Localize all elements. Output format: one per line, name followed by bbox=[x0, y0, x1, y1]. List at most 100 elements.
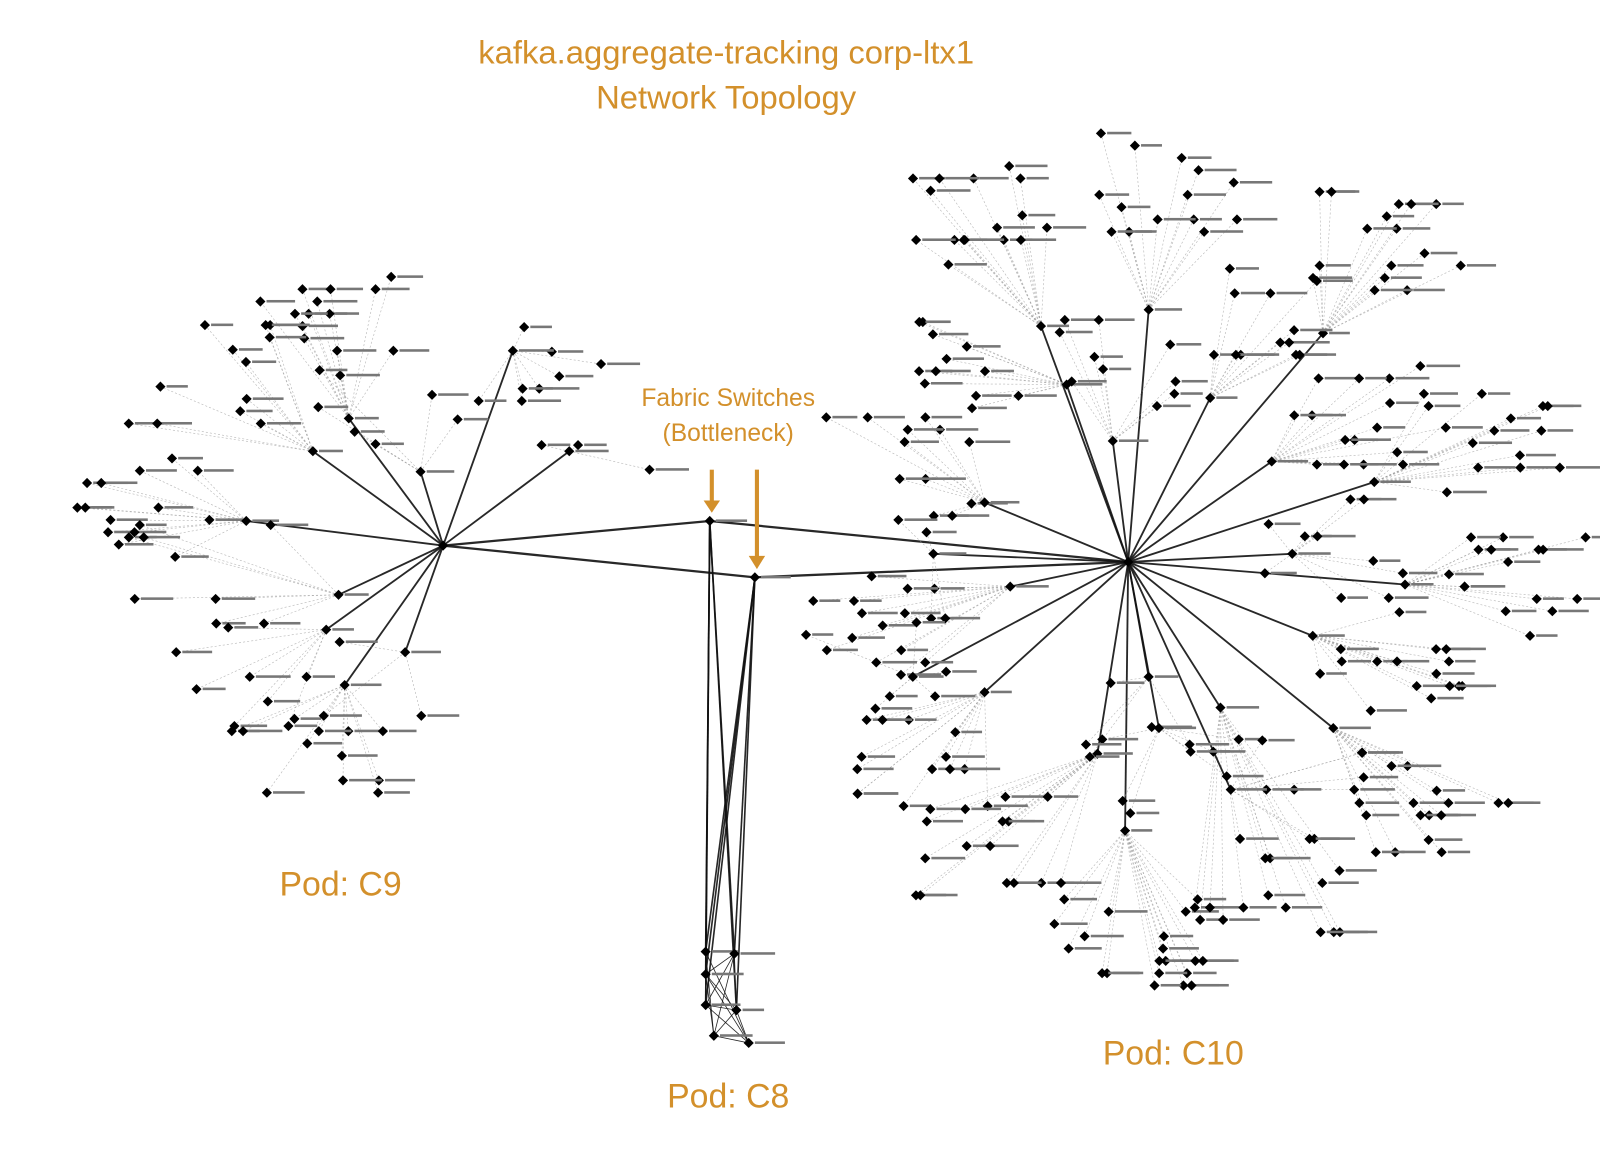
switch-node bbox=[199, 320, 211, 331]
node-label-placeholder bbox=[961, 730, 983, 734]
leaf-link bbox=[1322, 265, 1392, 334]
leaf-link bbox=[1005, 753, 1098, 798]
leaf-link bbox=[1230, 789, 1241, 839]
node-label-placeholder bbox=[1163, 404, 1191, 408]
leaf-link bbox=[945, 692, 985, 757]
switch-node bbox=[1326, 186, 1337, 197]
leaf-link bbox=[925, 586, 1011, 663]
switch-node bbox=[1299, 531, 1310, 542]
node-label-placeholder bbox=[1196, 750, 1231, 753]
switch-node bbox=[349, 426, 360, 437]
leaf-link bbox=[1404, 561, 1509, 585]
switch-node bbox=[1426, 693, 1437, 704]
node-label-placeholder bbox=[904, 518, 938, 521]
leaf-link bbox=[375, 443, 421, 472]
switch-node bbox=[1313, 373, 1324, 384]
leaf-link bbox=[541, 444, 570, 452]
node-label-placeholder bbox=[323, 299, 358, 303]
link bbox=[1127, 397, 1212, 563]
node-label-placeholder bbox=[1351, 438, 1378, 441]
switch-node bbox=[1015, 234, 1026, 246]
leaf-link bbox=[128, 537, 339, 596]
link bbox=[419, 471, 445, 546]
link bbox=[708, 520, 738, 1011]
node-label-placeholder bbox=[1291, 906, 1323, 909]
node-label-placeholder bbox=[1197, 983, 1229, 987]
switch-node bbox=[1231, 214, 1243, 225]
node-label-placeholder bbox=[1229, 918, 1260, 921]
switch-node bbox=[210, 593, 221, 604]
node-label-placeholder bbox=[863, 767, 894, 771]
switch-node bbox=[944, 764, 956, 775]
node-label-placeholder bbox=[1455, 684, 1488, 688]
node-label-placeholder bbox=[345, 640, 378, 643]
switch-node bbox=[113, 539, 124, 550]
switch-node bbox=[301, 671, 312, 682]
node-label-placeholder bbox=[1180, 392, 1203, 395]
leaf-link bbox=[861, 586, 1011, 614]
leaf-link bbox=[1322, 289, 1375, 334]
leaf-link bbox=[266, 684, 345, 793]
leaf-link bbox=[512, 350, 540, 389]
node-label-placeholder bbox=[310, 336, 345, 340]
node-label-placeholder bbox=[951, 616, 981, 620]
leaf-link bbox=[329, 313, 350, 419]
switch-node bbox=[1125, 808, 1136, 819]
node-label-placeholder bbox=[936, 807, 961, 811]
switch-node bbox=[1233, 734, 1244, 745]
node-label-placeholder bbox=[1430, 392, 1458, 395]
node-label-placeholder bbox=[1047, 324, 1070, 328]
node-label-placeholder bbox=[1390, 276, 1422, 279]
switch-node bbox=[1176, 152, 1187, 164]
switch-node bbox=[940, 751, 952, 762]
leaf-link bbox=[1230, 789, 1310, 840]
node-label-placeholder bbox=[276, 523, 309, 527]
node-label-placeholder bbox=[946, 428, 979, 431]
node-label-placeholder bbox=[945, 176, 980, 180]
switch-node bbox=[260, 320, 271, 331]
switch-node bbox=[1369, 285, 1380, 296]
node-label-placeholder bbox=[1193, 193, 1226, 196]
switch-node bbox=[400, 647, 411, 658]
node-label-placeholder bbox=[990, 500, 1020, 504]
leaf-link bbox=[1374, 405, 1429, 483]
node-label-placeholder bbox=[1165, 971, 1188, 975]
leaf-link bbox=[871, 576, 1011, 587]
leaf-link bbox=[304, 338, 350, 419]
node-label-placeholder bbox=[1413, 288, 1445, 292]
leaf-link bbox=[924, 383, 1067, 385]
switch-node bbox=[1531, 593, 1542, 604]
link bbox=[705, 951, 715, 1036]
node-label-placeholder bbox=[742, 1008, 765, 1012]
switch-node bbox=[1340, 434, 1351, 446]
node-label-placeholder bbox=[1350, 463, 1379, 466]
leaf-link bbox=[1210, 354, 1300, 399]
switch-node bbox=[852, 788, 863, 799]
switch-node bbox=[313, 402, 324, 413]
leaf-link bbox=[1404, 549, 1492, 585]
switch-node bbox=[700, 999, 711, 1011]
node-label-placeholder bbox=[1326, 672, 1347, 675]
switch-node bbox=[862, 412, 873, 423]
switch-node bbox=[1415, 361, 1426, 372]
node-label-placeholder bbox=[1053, 226, 1087, 229]
leaf-link bbox=[975, 384, 1067, 397]
leaf-link bbox=[912, 622, 917, 677]
node-label-placeholder bbox=[385, 778, 416, 782]
leaf-link bbox=[1054, 830, 1126, 925]
link bbox=[348, 417, 444, 547]
switch-node bbox=[1049, 918, 1060, 930]
leaf-link bbox=[1148, 157, 1182, 310]
node-label-placeholder bbox=[1096, 755, 1120, 758]
node-label-placeholder bbox=[1413, 764, 1442, 768]
node-label-placeholder bbox=[952, 755, 985, 758]
node-label-placeholder bbox=[1160, 983, 1182, 987]
switch-node bbox=[1334, 865, 1345, 876]
node-label-placeholder bbox=[761, 575, 791, 579]
switch-node bbox=[1465, 532, 1477, 543]
switch-node bbox=[1004, 161, 1015, 172]
node-label-placeholder bbox=[952, 357, 985, 360]
switch-node bbox=[255, 418, 266, 429]
switch-node bbox=[911, 234, 922, 246]
